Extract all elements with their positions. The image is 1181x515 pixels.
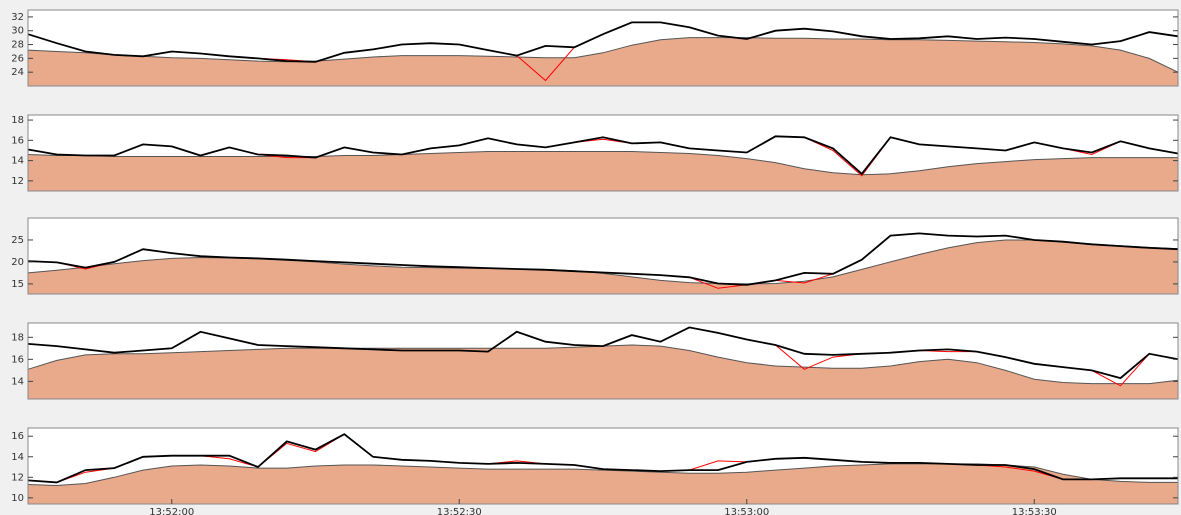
area [28, 151, 1178, 191]
y-tick-label: 14 [11, 452, 24, 463]
y-tick-label: 26 [11, 53, 24, 64]
y-tick-label: 14 [11, 156, 24, 167]
area [28, 345, 1178, 399]
y-tick-label: 10 [11, 493, 24, 504]
plot-frame [27, 322, 1179, 400]
y-tick-label: 32 [11, 12, 24, 23]
y-tick-label: 18 [11, 332, 24, 343]
y-tick-label: 24 [11, 67, 24, 78]
y-tick-label: 18 [11, 115, 24, 126]
line [27, 21, 1179, 63]
line [27, 433, 1178, 484]
plot-frame [27, 114, 1179, 192]
plot-frame [27, 217, 1179, 295]
area-edge [27, 37, 1179, 73]
area-edge [27, 151, 1178, 176]
y-tick-label: 16 [11, 431, 24, 442]
x-tick-label: 13:53:00 [724, 507, 769, 515]
plot-frame [27, 427, 1179, 505]
y-tick-label: 16 [11, 135, 24, 146]
y-tick-label: 12 [11, 176, 24, 187]
y-tick-label: 14 [11, 376, 24, 387]
x-tick-label: 13:52:30 [437, 507, 482, 515]
y-tick-label: 30 [11, 26, 24, 37]
line [27, 326, 1179, 380]
plot-frame [27, 9, 1179, 87]
y-tick-label: 15 [11, 279, 24, 290]
y-tick-label: 20 [11, 257, 24, 268]
x-tick-label: 13:52:00 [149, 507, 194, 515]
area [28, 240, 1178, 294]
line [27, 232, 1179, 286]
area [28, 463, 1178, 504]
area [28, 37, 1178, 86]
y-tick-label: 25 [11, 235, 24, 246]
line [27, 135, 1179, 176]
y-tick-label: 12 [11, 472, 24, 483]
x-tick-label: 13:53:30 [1012, 507, 1057, 515]
y-tick-label: 28 [11, 40, 24, 51]
y-tick-label: 16 [11, 354, 24, 365]
